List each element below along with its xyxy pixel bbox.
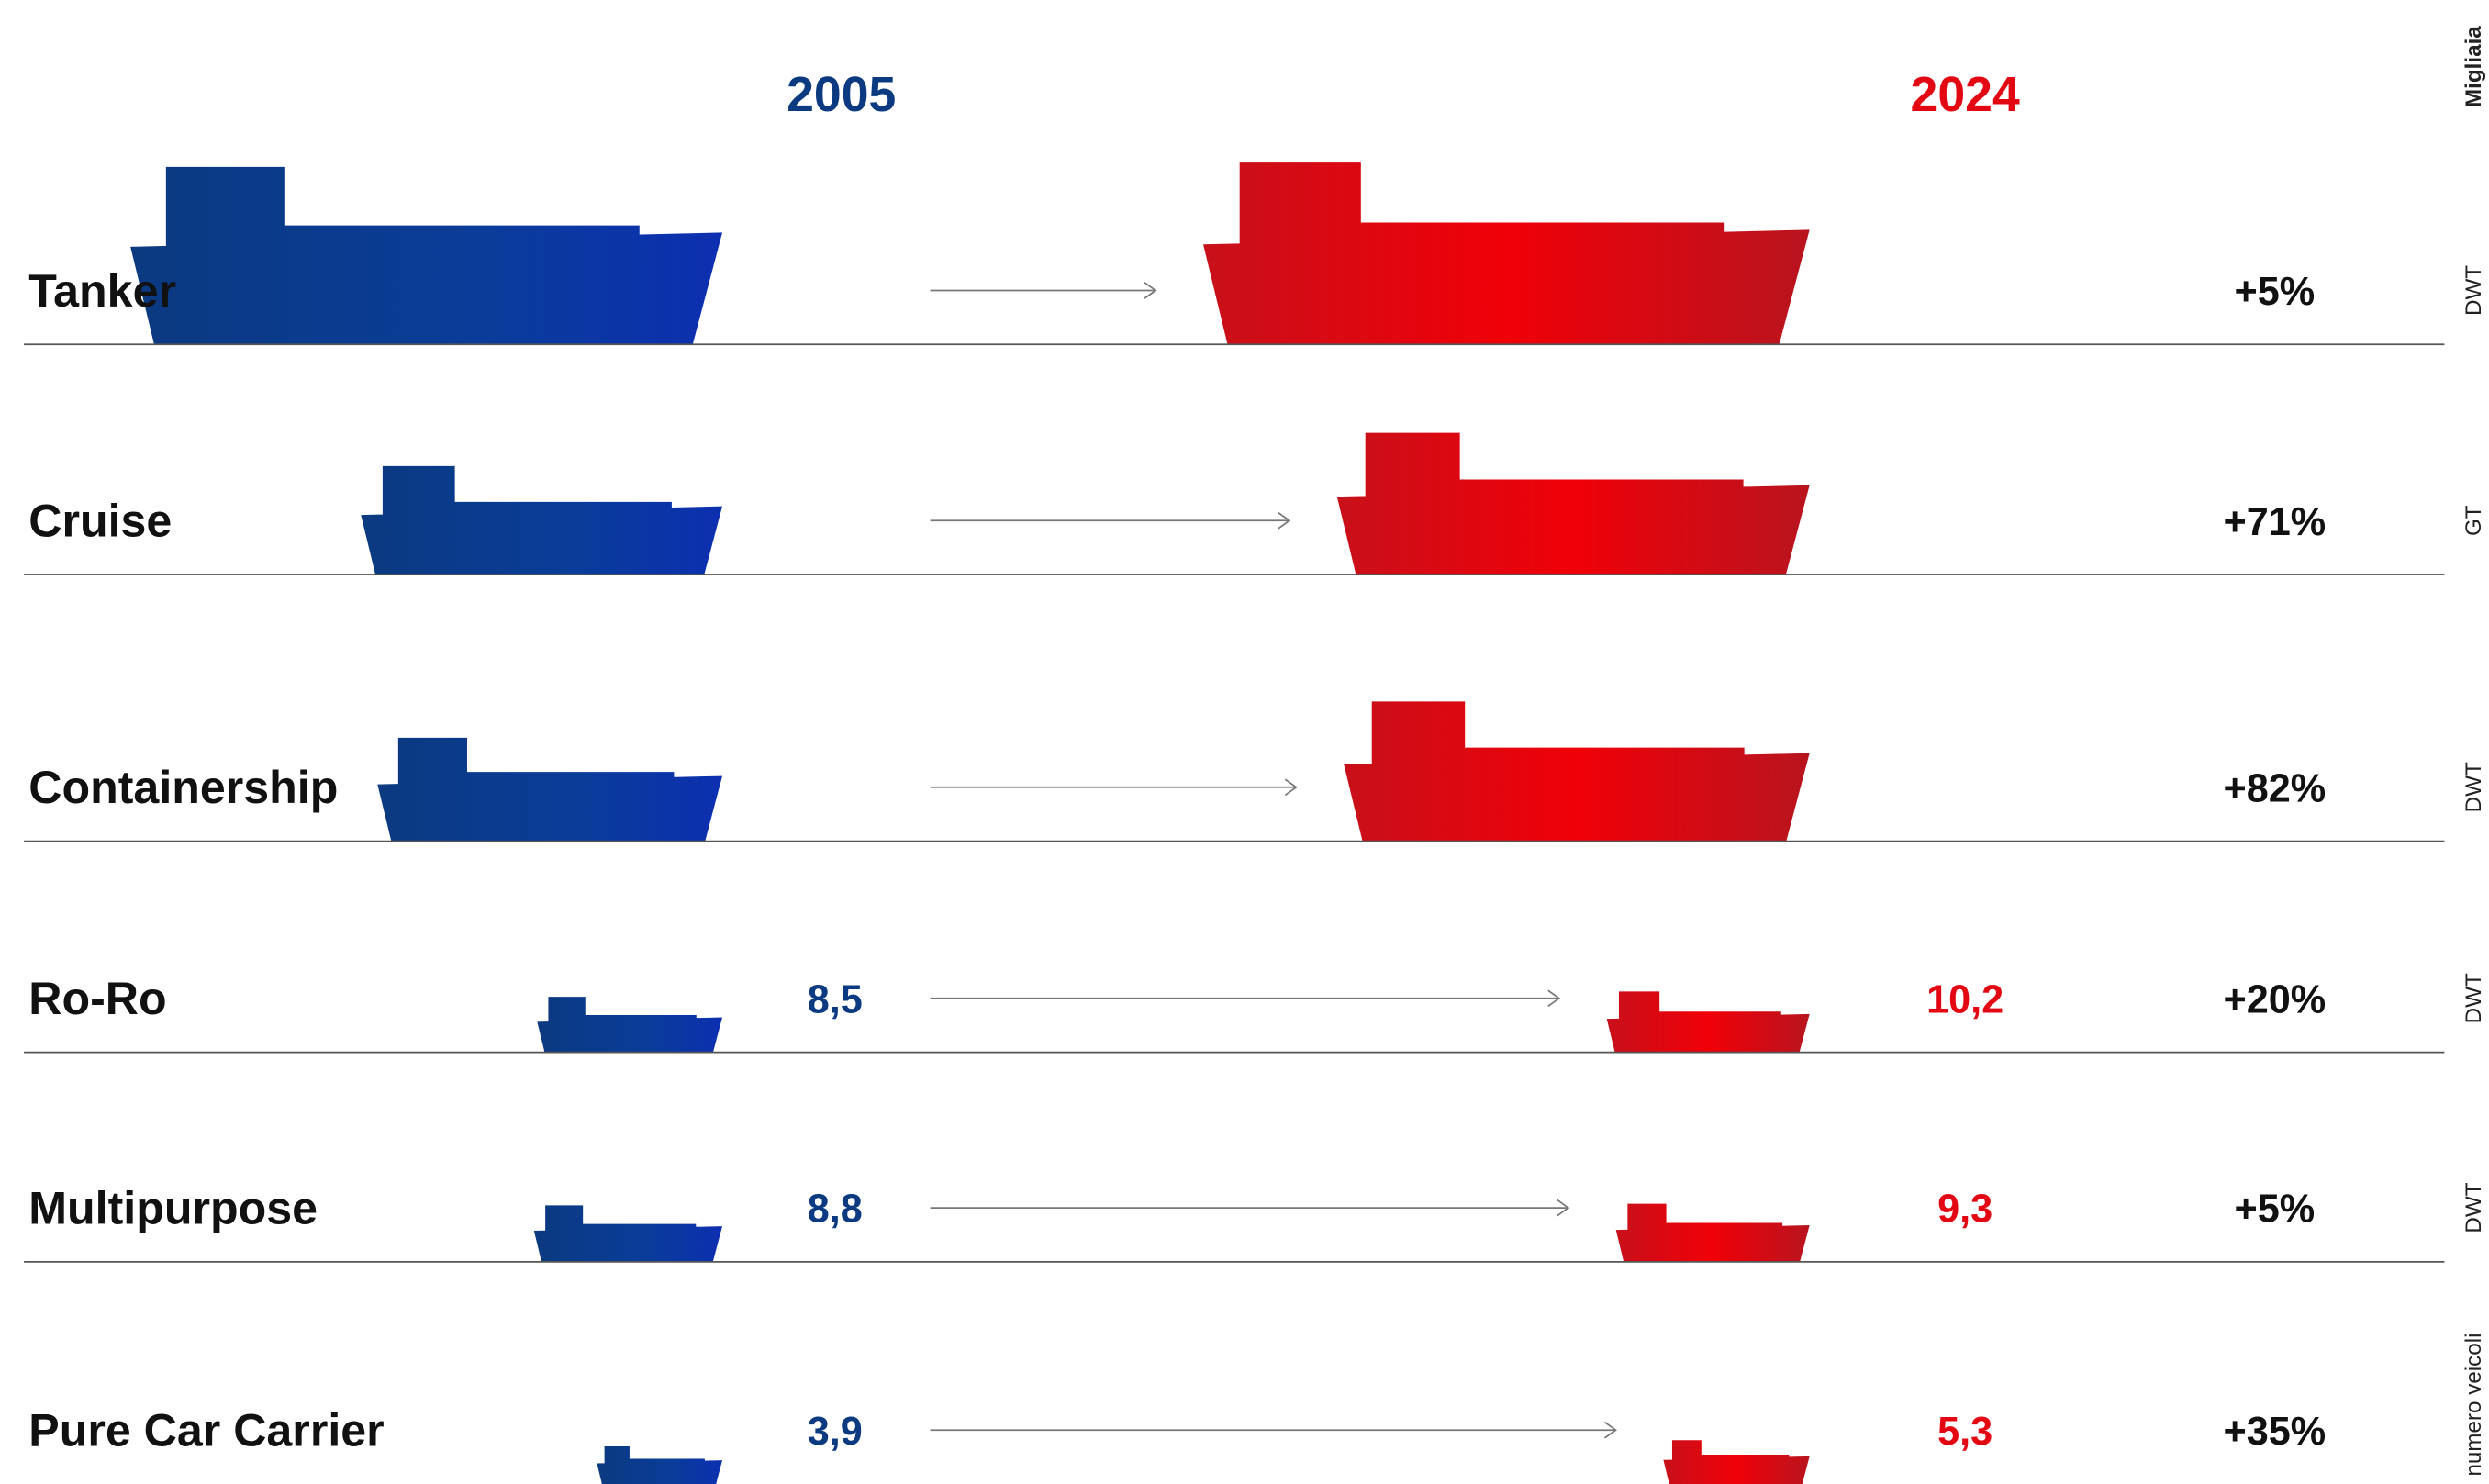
value-label: 3,9 [808, 1410, 863, 1454]
value-label: 8,5 [808, 977, 863, 1021]
value-label: 5,3 [1937, 1410, 1992, 1454]
value-label: 10,2 [1926, 977, 2003, 1021]
change-label: +5% [2235, 1188, 2316, 1232]
change-label: +82% [2224, 766, 2327, 810]
value-label: 29,5 [797, 766, 874, 810]
ship [1344, 701, 1810, 842]
category-label: Containership [28, 762, 338, 813]
ship [1663, 1440, 1810, 1484]
series-header: 2024 [1911, 67, 2020, 122]
arrow-head [1278, 511, 1291, 530]
arrow-head [1144, 282, 1157, 299]
value-label: 53,8 [1926, 766, 2003, 810]
category-label: Pure Car Carrier [28, 1404, 384, 1456]
ship [1615, 1203, 1810, 1262]
change-label: +5% [2235, 270, 2316, 314]
category-label: Ro-Ro [28, 973, 166, 1024]
arrow-head [1284, 778, 1298, 797]
ship [537, 997, 723, 1053]
category-label: Tanker [28, 265, 176, 317]
ship [377, 737, 723, 842]
unit-label: DWT [2461, 973, 2486, 1023]
category-label: Multipurpose [28, 1182, 318, 1233]
ship [130, 166, 723, 345]
value-label: 91,2 [1926, 270, 2003, 314]
unit-label: DWT [2461, 762, 2486, 812]
change-label: +35% [2224, 1410, 2327, 1454]
series-header: 2005 [787, 67, 896, 122]
change-label: +20% [2224, 977, 2327, 1021]
value-label: 9,3 [1937, 1188, 1992, 1232]
unit-label: numero veicoli [2461, 1333, 2486, 1477]
ship [597, 1446, 723, 1484]
arrow-head [1603, 1421, 1618, 1439]
change-label: +71% [2224, 500, 2327, 544]
category-label: Cruise [28, 496, 172, 547]
value-label: 55,4 [1926, 500, 2003, 544]
unit-label: DWT [2461, 1182, 2486, 1233]
value-label: 8,8 [808, 1188, 863, 1232]
ship [1203, 162, 1810, 345]
ship [1336, 432, 1810, 575]
arrow-head [1557, 1199, 1570, 1217]
arrow-head [1547, 989, 1561, 1008]
ship [1606, 991, 1810, 1053]
unit-note: Migliaia [2461, 26, 2486, 107]
value-label: 32,4 [797, 500, 874, 544]
ship [533, 1205, 723, 1262]
unit-label: DWT [2461, 265, 2486, 316]
value-label: 86,9 [797, 270, 874, 314]
ship [361, 465, 723, 575]
unit-label: GT [2461, 505, 2486, 536]
